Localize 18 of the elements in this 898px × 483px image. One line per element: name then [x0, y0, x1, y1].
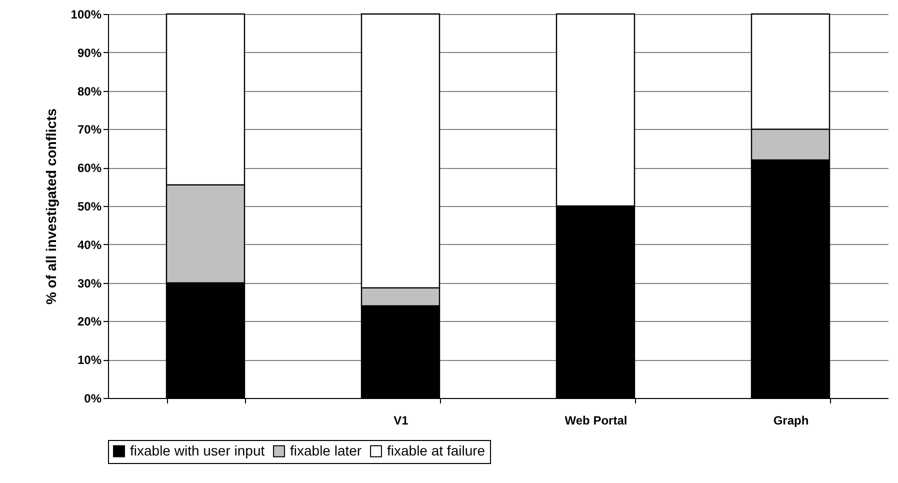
- legend-label: fixable at failure: [387, 442, 486, 458]
- y-tick-label: 60%: [77, 161, 102, 176]
- y-tick-label: 90%: [77, 46, 102, 60]
- y-tick-label: 50%: [77, 200, 102, 214]
- y-tick-label: 20%: [77, 314, 102, 329]
- y-axis-title: % of all investigated conflicts: [42, 108, 59, 305]
- legend-label: fixable later: [290, 442, 362, 458]
- y-tick-label: 100%: [70, 8, 102, 22]
- y-tick-label: 70%: [77, 122, 102, 137]
- y-tick-label: 0%: [84, 392, 102, 406]
- y-tick-label: 80%: [77, 84, 102, 98]
- x-tick-label: Graph: [773, 414, 809, 428]
- legend-label: fixable with user input: [130, 442, 265, 458]
- y-tick-label: 30%: [77, 276, 102, 290]
- y-tick-label: 10%: [77, 353, 102, 368]
- x-tick-label: V1: [394, 414, 409, 428]
- x-tick-label: Web Portal: [564, 414, 628, 428]
- y-tick-label: 40%: [77, 238, 102, 252]
